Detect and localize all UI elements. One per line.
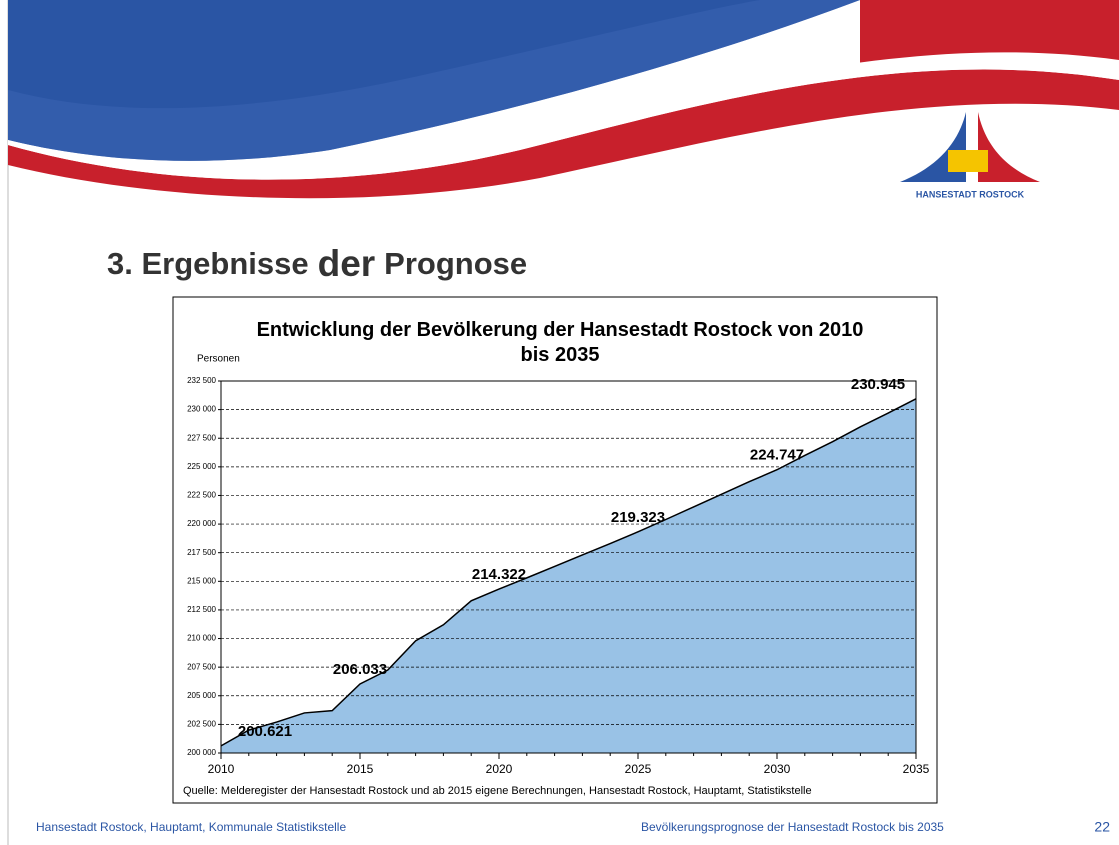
chart-title: Entwicklung der Bevölkerung der Hansesta… — [240, 318, 880, 368]
y-tick-label: 217 500 — [187, 548, 216, 557]
y-tick-label: 220 000 — [187, 519, 216, 528]
y-tick-label: 227 500 — [187, 433, 216, 442]
data-label: 200.621 — [238, 723, 292, 740]
y-tick-label: 202 500 — [187, 719, 216, 728]
data-label: 230.945 — [851, 376, 905, 393]
y-tick-label: 225 000 — [187, 462, 216, 471]
y-tick-label: 205 000 — [187, 691, 216, 700]
logo-text: HANSESTADT ROSTOCK — [916, 189, 1025, 199]
x-tick-label: 2015 — [347, 762, 374, 776]
x-tick-label: 2025 — [625, 762, 652, 776]
y-axis-label: Personen — [197, 354, 240, 365]
footer-center: Bevölkerungsprognose der Hansestadt Rost… — [641, 820, 944, 834]
data-label: 206.033 — [333, 661, 387, 678]
y-tick-label: 200 000 — [187, 748, 216, 757]
x-tick-label: 2035 — [903, 762, 930, 776]
slide-title-part: Prognose — [384, 246, 527, 281]
data-label: 224.747 — [750, 447, 804, 464]
y-tick-label: 232 500 — [187, 376, 216, 385]
y-tick-label: 212 500 — [187, 605, 216, 614]
y-tick-label: 207 500 — [187, 662, 216, 671]
source-note: Quelle: Melderegister der Hansestadt Ros… — [183, 785, 812, 797]
data-label: 219.323 — [611, 509, 665, 526]
page-number: 22 — [1094, 819, 1110, 835]
logo-griffin — [948, 150, 988, 172]
x-tick-label: 2010 — [208, 762, 235, 776]
slide: HANSESTADT ROSTOCK 3. Ergebnisse derProgn… — [0, 0, 1119, 845]
slide-canvas: HANSESTADT ROSTOCK 3. Ergebnisse derProgn… — [0, 0, 1119, 845]
slide-title-part: 3. Ergebnisse — [107, 246, 309, 281]
y-tick-label: 222 500 — [187, 491, 216, 500]
x-tick-label: 2020 — [486, 762, 513, 776]
data-label: 214.322 — [472, 566, 526, 583]
y-tick-label: 210 000 — [187, 634, 216, 643]
slide-title-part: der — [318, 243, 376, 284]
footer-left: Hansestadt Rostock, Hauptamt, Kommunale … — [36, 820, 346, 834]
y-tick-label: 230 000 — [187, 405, 216, 414]
x-tick-label: 2030 — [764, 762, 791, 776]
y-tick-label: 215 000 — [187, 576, 216, 585]
